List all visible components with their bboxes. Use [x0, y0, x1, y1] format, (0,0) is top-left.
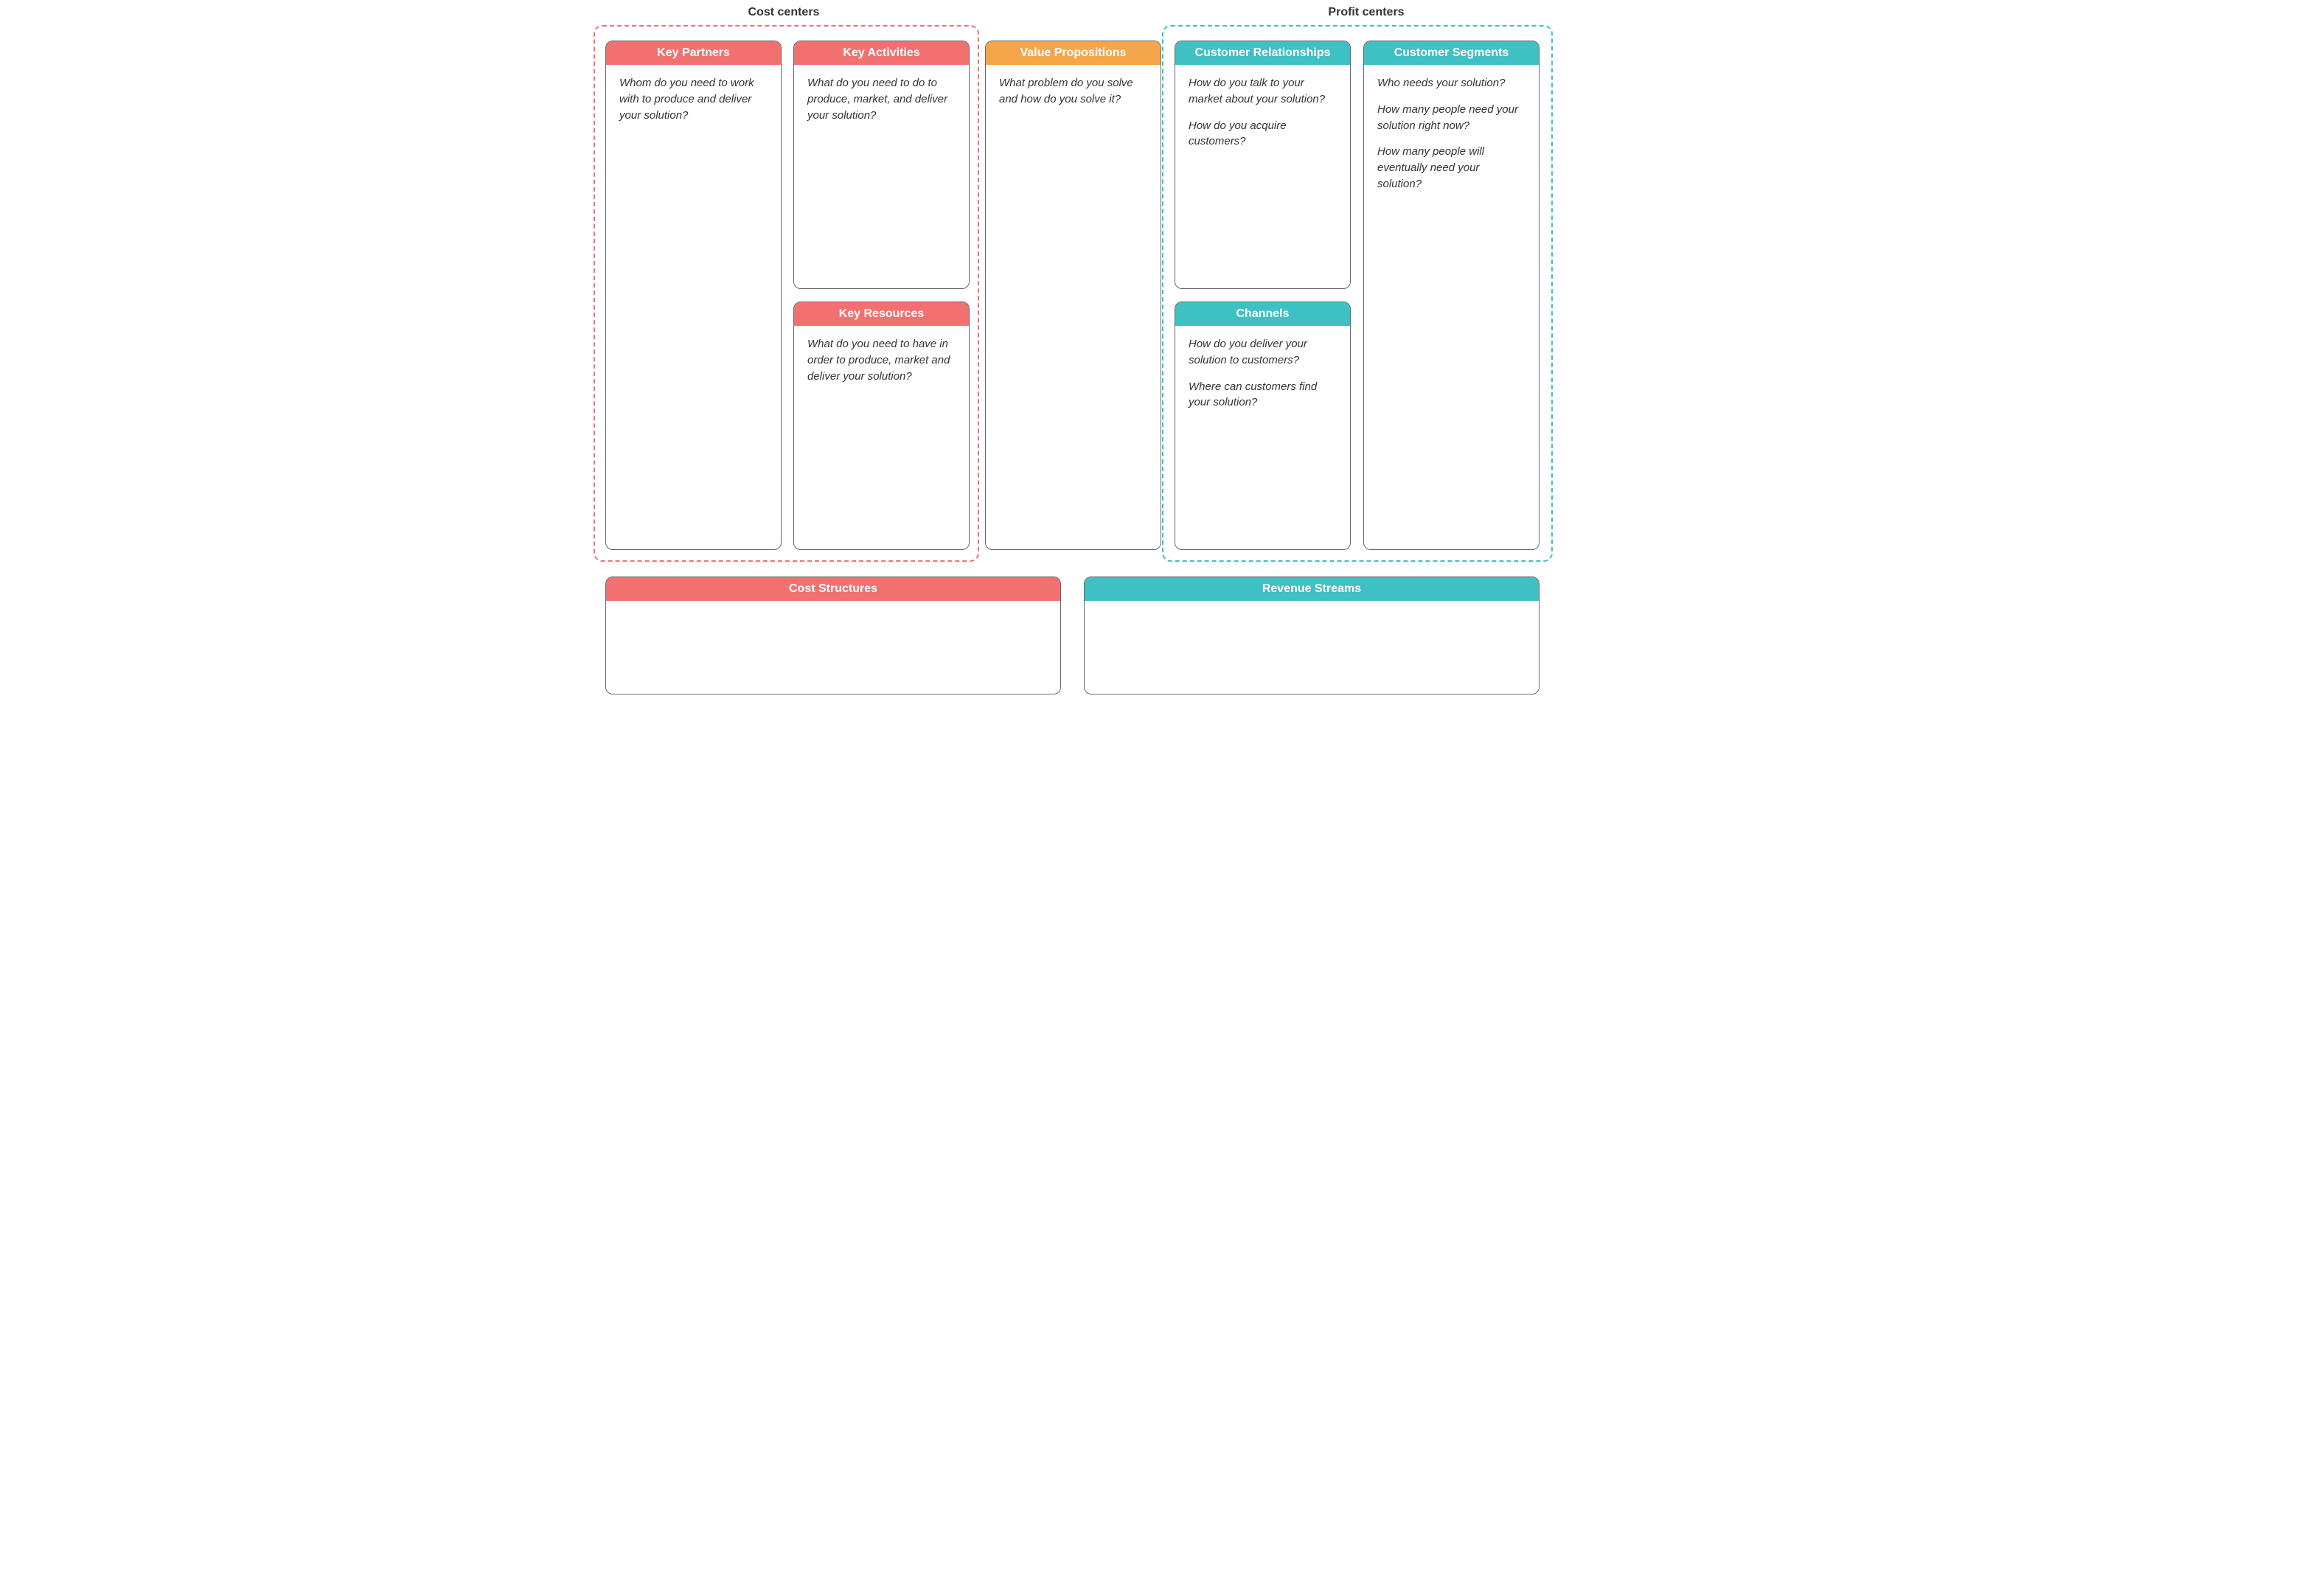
customer-segments-body: Who needs your solution? How many people …: [1364, 65, 1539, 203]
key-resources-body: What do you need to have in order to pro…: [794, 326, 969, 394]
key-activities-header: Key Activities: [794, 41, 969, 65]
bmc-canvas: Cost centers Profit centers Key Partners…: [581, 0, 1743, 794]
card-body-paragraph: How many people will eventually need you…: [1377, 144, 1525, 192]
card-body-paragraph: How do you deliver your solution to cust…: [1189, 336, 1337, 369]
card-body-paragraph: How many people need your solution right…: [1377, 102, 1525, 134]
key-activities-body: What do you need to do to produce, marke…: [794, 65, 969, 133]
card-body-paragraph: Where can customers find your solution?: [1189, 379, 1337, 411]
revenue-streams-card: Revenue Streams: [1084, 577, 1540, 694]
revenue-streams-header: Revenue Streams: [1085, 577, 1539, 601]
value-propositions-card: Value Propositions What problem do you s…: [985, 41, 1161, 550]
key-partners-body: Whom do you need to work with to produce…: [606, 65, 781, 133]
card-body-paragraph: What problem do you solve and how do you…: [999, 75, 1147, 108]
channels-header: Channels: [1175, 302, 1350, 326]
card-body-paragraph: What do you need to do to produce, marke…: [807, 75, 956, 123]
key-activities-card: Key Activities What do you need to do to…: [793, 41, 970, 289]
card-body-paragraph: What do you need to have in order to pro…: [807, 336, 956, 384]
cost-structures-header: Cost Structures: [606, 577, 1060, 601]
card-body-paragraph: Who needs your solution?: [1377, 75, 1525, 91]
customer-relationships-body: How do you talk to your market about you…: [1175, 65, 1350, 160]
customer-relationships-card: Customer Relationships How do you talk t…: [1175, 41, 1351, 289]
card-body-paragraph: Whom do you need to work with to produce…: [619, 75, 768, 123]
key-resources-header: Key Resources: [794, 302, 969, 326]
value-propositions-header: Value Propositions: [986, 41, 1161, 65]
key-partners-card: Key Partners Whom do you need to work wi…: [605, 41, 782, 550]
key-partners-header: Key Partners: [606, 41, 781, 65]
value-propositions-body: What problem do you solve and how do you…: [986, 65, 1161, 118]
cost-structures-card: Cost Structures: [605, 577, 1061, 694]
profit-centers-label: Profit centers: [1293, 6, 1440, 19]
revenue-streams-body: [1085, 601, 1539, 621]
key-resources-card: Key Resources What do you need to have i…: [793, 302, 970, 550]
channels-card: Channels How do you deliver your solutio…: [1175, 302, 1351, 550]
cost-structures-body: [606, 601, 1060, 621]
channels-body: How do you deliver your solution to cust…: [1175, 326, 1350, 421]
card-body-paragraph: How do you talk to your market about you…: [1189, 75, 1337, 108]
customer-relationships-header: Customer Relationships: [1175, 41, 1350, 65]
customer-segments-card: Customer Segments Who needs your solutio…: [1363, 41, 1540, 550]
card-body-paragraph: How do you acquire customers?: [1189, 118, 1337, 150]
cost-centers-label: Cost centers: [710, 6, 857, 19]
customer-segments-header: Customer Segments: [1364, 41, 1539, 65]
